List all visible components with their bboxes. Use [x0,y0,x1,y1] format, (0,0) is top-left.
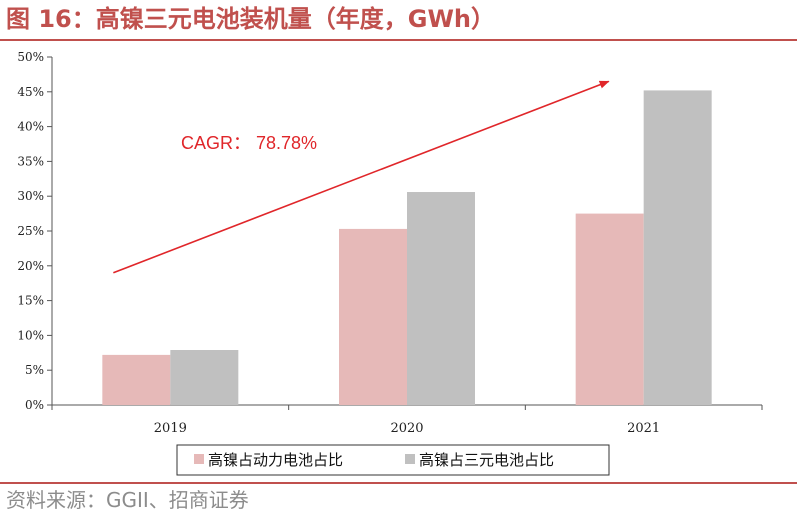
y-tick-label: 0% [25,398,44,412]
title-divider [0,39,797,41]
y-tick-label: 15% [17,294,44,308]
legend-swatch [405,454,415,464]
y-tick-label: 40% [17,120,44,134]
figure-title: 图 16：高镍三元电池装机量（年度，GWh） [6,5,496,33]
x-tick-label: 2019 [154,421,187,436]
bar-2019-series-2 [170,350,239,405]
y-tick-label: 45% [17,85,44,99]
bar-2019-series-1 [102,354,171,405]
y-tick-label: 5% [25,363,44,377]
y-tick-label: 25% [17,224,44,238]
bar-2021-series-1 [575,213,644,405]
bar-chart: 0% 5% 10% 15% 20% 25% 30% 35% 40% 45% 50% 2019 2020… [17,50,763,476]
y-tick-label: 10% [17,328,44,342]
bar-2020-series-1 [339,228,407,405]
legend-swatch [194,454,204,464]
source-note: 资料来源：GGII、招商证券 [6,488,249,512]
x-tick-label: 2020 [390,421,423,436]
legend-box [176,444,610,476]
bar-2020-series-2 [407,192,475,405]
source-divider [0,482,797,484]
y-tick-label: 50% [17,50,44,64]
chart-legend: 高镍占动力电池占比 高镍占三元电池占比 [176,444,610,476]
cagr-annotation: CAGR： 78.78% [113,80,610,274]
y-tick-label: 35% [17,154,44,168]
legend-label: 高镍占动力电池占比 [208,451,343,469]
y-tick-label: 30% [17,189,44,203]
x-tick-label: 2021 [627,421,660,436]
bar-2021-series-2 [643,90,712,406]
legend-label: 高镍占三元电池占比 [419,451,554,469]
cagr-label: CAGR： 78.78% [181,133,317,153]
trend-arrow [113,80,610,274]
y-axis: 0% 5% 10% 15% 20% 25% 30% 35% 40% 45% 50% [17,50,53,412]
x-axis: 2019 2020 2021 [51,404,763,436]
y-tick-label: 20% [17,259,44,273]
bar-series [102,90,712,406]
